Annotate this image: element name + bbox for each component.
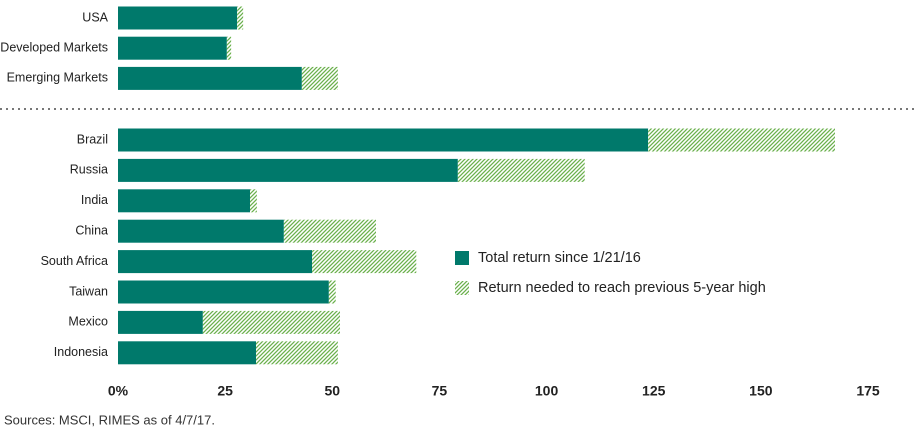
legend-swatch [455, 251, 469, 265]
bar-segment [118, 310, 203, 334]
legend-label: Return needed to reach previous 5-year h… [478, 280, 766, 296]
bar-segment [226, 36, 232, 60]
bar-segment [118, 280, 329, 304]
legend-label: Total return since 1/21/16 [478, 250, 641, 266]
x-tick-label: 75 [432, 383, 448, 399]
bar-segment [256, 341, 338, 365]
x-tick-label: 25 [217, 383, 233, 399]
category-label: Taiwan [69, 284, 108, 298]
category-label: USA [82, 10, 108, 24]
category-label: Emerging Markets [7, 71, 108, 85]
bar-segment [237, 6, 244, 30]
bar-segment [312, 250, 417, 274]
category-label: Indonesia [54, 345, 108, 359]
x-tick-label: 125 [642, 383, 666, 399]
category-label: Mexico [68, 315, 108, 329]
x-tick-label: 150 [749, 383, 773, 399]
bar-segment [118, 341, 256, 365]
bar-segment [648, 128, 835, 152]
source-note: Sources: MSCI, RIMES as of 4/7/17. [4, 412, 215, 427]
bar-segment [118, 128, 649, 152]
bar-segment [118, 6, 238, 30]
bar-segment [328, 280, 336, 304]
bar-segment [118, 189, 250, 213]
x-tick-label: 50 [324, 383, 340, 399]
bar-segment [118, 250, 313, 274]
bar-segment [301, 66, 338, 90]
category-label: China [75, 223, 108, 237]
legend-swatch [455, 281, 469, 295]
bar-segment [250, 189, 257, 213]
category-label: Russia [70, 163, 108, 177]
bar-segment [118, 36, 227, 60]
x-tick-label: 175 [856, 383, 880, 399]
x-tick-label: 0% [108, 383, 129, 399]
bar-segment [118, 66, 302, 90]
bar-segment [118, 219, 284, 243]
category-label: India [81, 193, 108, 207]
x-tick-label: 100 [535, 383, 559, 399]
category-label: South Africa [41, 254, 108, 268]
category-label: Developed Markets [0, 40, 108, 54]
bar-segment [202, 310, 340, 334]
bar-segment [118, 158, 458, 182]
bar-segment [457, 158, 585, 182]
category-label: Brazil [77, 132, 108, 146]
bar-segment [283, 219, 376, 243]
